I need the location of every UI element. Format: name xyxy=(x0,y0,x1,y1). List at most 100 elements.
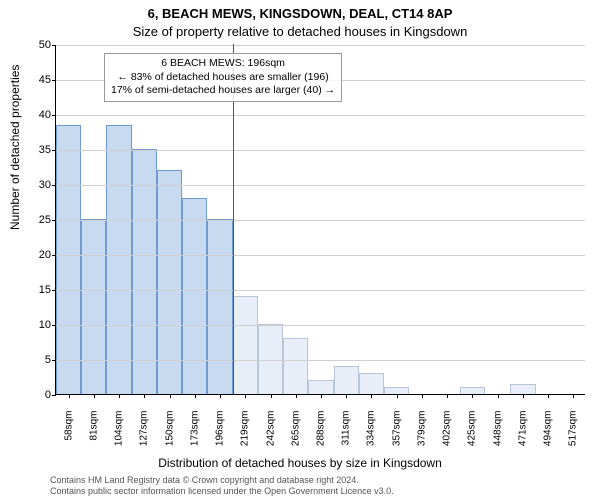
x-tick-mark xyxy=(119,394,120,398)
x-tick-label: 242sqm xyxy=(265,411,276,451)
histogram-bar xyxy=(106,125,131,395)
histogram-bar xyxy=(308,380,333,394)
grid-line xyxy=(56,290,585,291)
x-tick-mark xyxy=(397,394,398,398)
annotation-line3: 17% of semi-detached houses are larger (… xyxy=(111,84,335,98)
y-tick-mark xyxy=(52,80,56,81)
histogram-bar xyxy=(460,387,485,394)
histogram-bar xyxy=(207,219,232,394)
histogram-bar xyxy=(384,387,409,394)
x-tick-label: 150sqm xyxy=(164,411,175,451)
x-tick-mark xyxy=(371,394,372,398)
footer-line2: Contains public sector information licen… xyxy=(50,486,590,497)
x-tick-mark xyxy=(573,394,574,398)
x-tick-mark xyxy=(170,394,171,398)
footer-line1: Contains HM Land Registry data © Crown c… xyxy=(50,475,590,486)
y-tick-label: 15 xyxy=(26,284,51,296)
x-tick-label: 425sqm xyxy=(467,411,478,451)
y-tick-label: 40 xyxy=(26,109,51,121)
y-axis-label: Number of detached properties xyxy=(8,65,22,230)
x-tick-mark xyxy=(321,394,322,398)
y-tick-mark xyxy=(52,290,56,291)
grid-line xyxy=(56,220,585,221)
x-tick-mark xyxy=(296,394,297,398)
chart-title-line1: 6, BEACH MEWS, KINGSDOWN, DEAL, CT14 8AP xyxy=(0,6,600,21)
y-tick-label: 10 xyxy=(26,319,51,331)
histogram-bar xyxy=(56,125,81,395)
histogram-bar xyxy=(182,198,207,394)
x-tick-label: 265sqm xyxy=(290,411,301,451)
chart-title-line2: Size of property relative to detached ho… xyxy=(0,24,600,39)
x-tick-mark xyxy=(422,394,423,398)
x-tick-label: 379sqm xyxy=(416,411,427,451)
x-tick-mark xyxy=(94,394,95,398)
grid-line xyxy=(56,360,585,361)
x-tick-mark xyxy=(472,394,473,398)
grid-line xyxy=(56,185,585,186)
x-tick-label: 311sqm xyxy=(341,411,352,451)
plot-area: 05101520253035404550 58sqm81sqm104sqm127… xyxy=(55,45,585,395)
y-tick-label: 0 xyxy=(26,389,51,401)
histogram-bar xyxy=(510,384,535,395)
y-tick-mark xyxy=(52,185,56,186)
x-tick-label: 334sqm xyxy=(366,411,377,451)
y-tick-label: 45 xyxy=(26,74,51,86)
chart-container: 6, BEACH MEWS, KINGSDOWN, DEAL, CT14 8AP… xyxy=(0,0,600,500)
x-tick-mark xyxy=(144,394,145,398)
x-tick-label: 402sqm xyxy=(442,411,453,451)
x-tick-label: 471sqm xyxy=(517,411,528,451)
x-tick-mark xyxy=(69,394,70,398)
x-tick-label: 104sqm xyxy=(114,411,125,451)
y-tick-label: 35 xyxy=(26,144,51,156)
y-tick-label: 25 xyxy=(26,214,51,226)
histogram-bar xyxy=(81,219,106,394)
x-tick-label: 81sqm xyxy=(88,411,99,451)
x-tick-label: 494sqm xyxy=(543,411,554,451)
y-tick-label: 5 xyxy=(26,354,51,366)
x-tick-mark xyxy=(220,394,221,398)
y-tick-label: 50 xyxy=(26,39,51,51)
x-tick-mark xyxy=(271,394,272,398)
annotation-box: 6 BEACH MEWS: 196sqm ← 83% of detached h… xyxy=(104,53,342,102)
grid-line xyxy=(56,150,585,151)
annotation-line1: 6 BEACH MEWS: 196sqm xyxy=(111,57,335,71)
x-tick-label: 517sqm xyxy=(568,411,579,451)
y-tick-mark xyxy=(52,220,56,221)
x-tick-label: 58sqm xyxy=(63,411,74,451)
histogram-bar xyxy=(334,366,359,394)
x-tick-label: 357sqm xyxy=(391,411,402,451)
grid-line xyxy=(56,325,585,326)
y-tick-mark xyxy=(52,325,56,326)
y-tick-mark xyxy=(52,395,56,396)
annotation-line2: ← 83% of detached houses are smaller (19… xyxy=(111,71,335,85)
y-tick-mark xyxy=(52,115,56,116)
x-tick-label: 127sqm xyxy=(139,411,150,451)
x-axis-label: Distribution of detached houses by size … xyxy=(0,456,600,470)
x-tick-label: 173sqm xyxy=(189,411,200,451)
y-tick-label: 20 xyxy=(26,249,51,261)
x-tick-mark xyxy=(447,394,448,398)
y-tick-mark xyxy=(52,360,56,361)
x-tick-label: 288sqm xyxy=(316,411,327,451)
x-tick-label: 219sqm xyxy=(240,411,251,451)
histogram-bar xyxy=(283,338,308,394)
x-tick-mark xyxy=(195,394,196,398)
grid-line xyxy=(56,255,585,256)
x-tick-mark xyxy=(346,394,347,398)
y-tick-mark xyxy=(52,45,56,46)
x-tick-mark xyxy=(245,394,246,398)
footer-text: Contains HM Land Registry data © Crown c… xyxy=(50,475,590,497)
x-tick-mark xyxy=(523,394,524,398)
y-tick-mark xyxy=(52,150,56,151)
x-tick-mark xyxy=(498,394,499,398)
histogram-bar xyxy=(359,373,384,394)
x-tick-label: 448sqm xyxy=(492,411,503,451)
grid-line xyxy=(56,115,585,116)
histogram-bar xyxy=(233,296,258,394)
histogram-bar xyxy=(258,324,283,394)
x-tick-label: 196sqm xyxy=(215,411,226,451)
x-tick-mark xyxy=(548,394,549,398)
grid-line xyxy=(56,45,585,46)
y-tick-mark xyxy=(52,255,56,256)
y-tick-label: 30 xyxy=(26,179,51,191)
